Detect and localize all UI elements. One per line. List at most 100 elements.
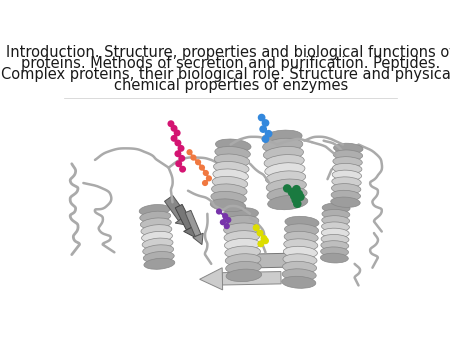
Ellipse shape <box>144 258 175 269</box>
Ellipse shape <box>211 191 247 204</box>
Ellipse shape <box>215 146 250 159</box>
Polygon shape <box>193 233 203 245</box>
Circle shape <box>258 114 266 121</box>
Circle shape <box>257 240 264 247</box>
Ellipse shape <box>320 253 348 263</box>
Circle shape <box>178 145 184 152</box>
Circle shape <box>206 175 212 182</box>
Ellipse shape <box>321 247 349 257</box>
Ellipse shape <box>266 171 306 185</box>
Circle shape <box>224 223 230 229</box>
Ellipse shape <box>213 162 249 174</box>
Ellipse shape <box>282 269 316 281</box>
Polygon shape <box>175 204 194 230</box>
Ellipse shape <box>322 222 349 232</box>
Polygon shape <box>246 253 297 268</box>
Ellipse shape <box>263 138 303 153</box>
Ellipse shape <box>212 184 247 197</box>
Ellipse shape <box>264 154 304 169</box>
Ellipse shape <box>216 139 251 152</box>
Circle shape <box>216 209 222 215</box>
Ellipse shape <box>285 216 319 228</box>
Polygon shape <box>222 271 281 285</box>
Circle shape <box>174 129 180 137</box>
Circle shape <box>178 155 185 162</box>
Ellipse shape <box>266 179 306 193</box>
Circle shape <box>293 199 302 208</box>
Circle shape <box>175 140 181 146</box>
Ellipse shape <box>321 228 349 238</box>
Ellipse shape <box>142 238 173 249</box>
Circle shape <box>283 184 292 193</box>
Text: chemical properties of enzymes: chemical properties of enzymes <box>113 77 348 93</box>
Circle shape <box>296 193 305 201</box>
Ellipse shape <box>284 231 318 243</box>
Circle shape <box>261 135 270 143</box>
Ellipse shape <box>223 208 258 220</box>
Polygon shape <box>184 225 196 237</box>
Ellipse shape <box>265 163 305 177</box>
Text: Complex proteins, their biological role. Structure and physical-: Complex proteins, their biological role.… <box>1 67 450 82</box>
Circle shape <box>167 120 175 127</box>
Polygon shape <box>227 249 247 273</box>
Circle shape <box>292 185 301 193</box>
Ellipse shape <box>332 177 361 187</box>
Ellipse shape <box>262 130 302 145</box>
Ellipse shape <box>322 203 350 213</box>
Ellipse shape <box>142 232 172 242</box>
Ellipse shape <box>284 246 317 258</box>
Polygon shape <box>165 195 187 221</box>
Ellipse shape <box>263 146 303 161</box>
Circle shape <box>225 217 231 223</box>
Ellipse shape <box>143 245 174 256</box>
Circle shape <box>288 188 296 196</box>
Ellipse shape <box>267 187 307 201</box>
Circle shape <box>256 230 264 237</box>
Ellipse shape <box>140 211 171 222</box>
Ellipse shape <box>332 184 361 194</box>
Ellipse shape <box>283 254 317 266</box>
Ellipse shape <box>332 170 362 180</box>
Ellipse shape <box>213 169 248 182</box>
Ellipse shape <box>268 195 308 210</box>
Ellipse shape <box>321 241 349 250</box>
Circle shape <box>175 150 181 157</box>
Ellipse shape <box>224 223 259 236</box>
Ellipse shape <box>224 231 260 243</box>
Circle shape <box>253 224 260 231</box>
Circle shape <box>220 219 226 225</box>
Circle shape <box>179 166 186 173</box>
Circle shape <box>262 237 269 244</box>
Circle shape <box>202 180 208 186</box>
Ellipse shape <box>226 269 262 282</box>
Circle shape <box>222 213 228 219</box>
Ellipse shape <box>333 163 362 174</box>
Text: proteins. Methods of secretion and purification. Peptides.: proteins. Methods of secretion and purif… <box>21 56 440 71</box>
Circle shape <box>195 159 201 165</box>
Circle shape <box>290 192 298 200</box>
Ellipse shape <box>225 261 261 274</box>
Ellipse shape <box>140 218 171 229</box>
Ellipse shape <box>143 251 174 263</box>
Circle shape <box>190 154 197 161</box>
Ellipse shape <box>333 157 362 167</box>
Ellipse shape <box>282 276 316 288</box>
Ellipse shape <box>284 239 318 251</box>
Ellipse shape <box>225 246 261 259</box>
Circle shape <box>261 235 267 242</box>
Ellipse shape <box>139 204 170 216</box>
Ellipse shape <box>212 176 248 189</box>
Circle shape <box>203 170 209 176</box>
Circle shape <box>295 190 303 198</box>
Ellipse shape <box>333 143 363 153</box>
Polygon shape <box>200 268 223 290</box>
Ellipse shape <box>283 261 317 273</box>
Polygon shape <box>185 210 201 237</box>
Ellipse shape <box>284 224 319 236</box>
Circle shape <box>292 196 300 204</box>
Circle shape <box>186 149 193 155</box>
Ellipse shape <box>321 235 349 244</box>
Circle shape <box>265 130 273 138</box>
Ellipse shape <box>141 225 172 236</box>
Circle shape <box>199 165 205 171</box>
